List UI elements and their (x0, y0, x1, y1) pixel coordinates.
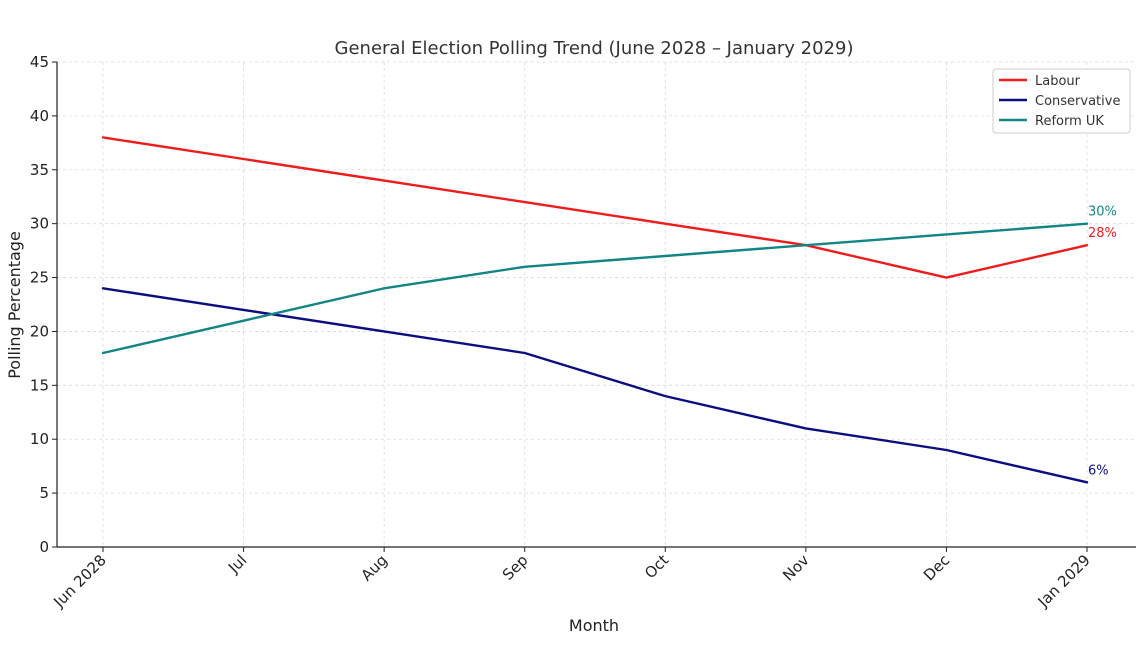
grid (57, 61, 1136, 548)
chart-title: General Election Polling Trend (June 202… (335, 38, 854, 59)
legend-label-labour: Labour (1035, 74, 1081, 89)
end-label-reform-uk: 30% (1088, 205, 1117, 220)
y-tick-label: 20 (30, 322, 49, 340)
series-line-labour (101, 136, 1089, 279)
legend-label-conservative: Conservative (1035, 94, 1120, 109)
y-axis-label: Polling Percentage (5, 231, 24, 379)
series-line-conservative (101, 287, 1089, 484)
x-axis-label: Month (569, 616, 619, 635)
y-tick-label: 30 (30, 215, 49, 233)
end-labels: 28% 6% 30% (1088, 205, 1117, 479)
series-line-reform-uk (101, 222, 1089, 355)
y-tick-label: 40 (30, 107, 49, 125)
legend-box (992, 68, 1131, 134)
legend: Labour Conservative Reform UK (992, 68, 1131, 134)
y-tick-label: 5 (39, 484, 49, 502)
y-tick-label: 0 (39, 538, 49, 556)
y-tick-label: 35 (30, 161, 49, 179)
legend-label-reform-uk: Reform UK (1035, 114, 1104, 129)
y-tick-label: 15 (30, 376, 49, 394)
end-label-labour: 28% (1088, 226, 1117, 241)
end-label-conservative: 6% (1088, 463, 1109, 478)
y-tick-label: 25 (30, 269, 49, 287)
series-lines (101, 136, 1089, 484)
y-tick-label: 10 (30, 430, 49, 448)
y-tick-label: 45 (30, 53, 49, 71)
